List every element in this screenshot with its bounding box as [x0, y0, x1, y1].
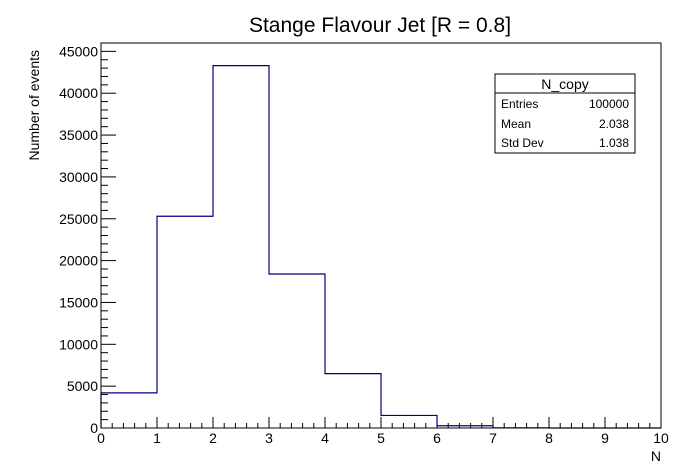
stats-stddev-value: 1.038: [599, 136, 629, 150]
stats-box-border: [494, 73, 636, 154]
x-tick-label: 10: [653, 430, 669, 446]
stats-entries-value: 100000: [589, 97, 629, 111]
stats-stddev-label: Std Dev: [501, 136, 544, 150]
stats-mean-label: Mean: [501, 117, 531, 131]
histogram-bar: [213, 66, 269, 428]
x-tick-label: 2: [209, 430, 217, 446]
histogram-bar: [157, 216, 213, 428]
y-tick-label: 45000: [59, 43, 98, 59]
chart-title: Stange Flavour Jet [R = 0.8]: [249, 14, 511, 37]
y-tick-label: 20000: [59, 253, 98, 269]
y-axis-title: Number of events: [26, 50, 42, 161]
y-tick-label: 10000: [59, 336, 98, 352]
plot-frame-border: [100, 42, 662, 429]
histogram-bar: [101, 393, 157, 428]
axes: 0 1 2 3 4 5 6 7 8 9 10 0 5000 10000 15000 20000 25000 300…: [59, 42, 669, 446]
plot-frame: [100, 42, 662, 429]
x-tick-label: 7: [489, 430, 497, 446]
x-axis-title: N: [651, 448, 661, 464]
histogram-bar: [269, 274, 325, 428]
y-tick-label: 35000: [59, 127, 98, 143]
x-tick-label: 9: [601, 430, 609, 446]
x-tick-label: 5: [377, 430, 385, 446]
x-tick-label: 4: [321, 430, 329, 446]
stats-box-title: N_copy: [541, 76, 588, 92]
stats-entries-label: Entries: [501, 97, 538, 111]
y-tick-label: 0: [90, 420, 98, 436]
x-tick-label: 6: [433, 430, 441, 446]
histogram-bar: [325, 374, 381, 428]
y-tick-label: 30000: [59, 169, 98, 185]
stats-box: N_copy Entries 100000 Mean 2.038 Std Dev…: [494, 73, 636, 154]
stats-mean-value: 2.038: [599, 117, 629, 131]
x-tick-label: 0: [97, 430, 105, 446]
y-tick-label: 5000: [67, 378, 98, 394]
histogram-bar: [381, 415, 437, 428]
y-tick-label: 15000: [59, 294, 98, 310]
y-tick-label: 25000: [59, 211, 98, 227]
x-tick-label: 3: [265, 430, 273, 446]
x-tick-label: 1: [153, 430, 161, 446]
y-tick-label: 40000: [59, 85, 98, 101]
x-tick-label: 8: [545, 430, 553, 446]
